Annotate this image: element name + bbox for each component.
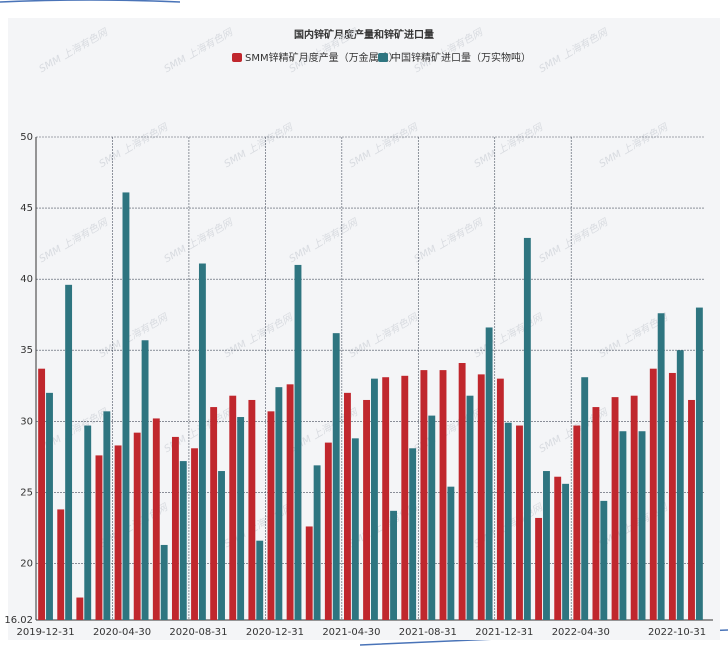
bar bbox=[198, 263, 206, 620]
bar bbox=[114, 445, 122, 620]
x-tick-label: 2022-04-30 bbox=[552, 627, 610, 638]
bar bbox=[573, 425, 581, 620]
bar bbox=[84, 425, 92, 620]
bar bbox=[630, 395, 638, 620]
bar bbox=[171, 436, 179, 620]
bar bbox=[210, 407, 218, 620]
bar bbox=[485, 327, 493, 620]
bar bbox=[363, 399, 370, 620]
bar bbox=[256, 540, 264, 620]
bar bbox=[237, 417, 245, 620]
bar bbox=[179, 461, 187, 620]
bar bbox=[103, 411, 111, 620]
y-tick-label: 16.02 bbox=[4, 615, 33, 626]
bar bbox=[695, 307, 703, 620]
bar bbox=[57, 509, 65, 620]
bar bbox=[592, 407, 600, 620]
bar bbox=[676, 350, 684, 620]
bar bbox=[600, 500, 608, 620]
bar bbox=[688, 399, 695, 620]
bar bbox=[466, 395, 474, 620]
bar bbox=[122, 192, 130, 620]
bar bbox=[504, 422, 512, 620]
legend-label: SMM锌精矿月度产量（万金属吨） bbox=[245, 51, 399, 64]
bar bbox=[649, 368, 657, 620]
bar bbox=[420, 370, 428, 620]
bar bbox=[657, 313, 665, 620]
decor-line bbox=[0, 0, 181, 3]
bar bbox=[543, 471, 550, 620]
bar bbox=[160, 544, 168, 620]
bar bbox=[447, 486, 455, 620]
bar bbox=[371, 378, 378, 620]
bar bbox=[523, 237, 531, 620]
bar bbox=[668, 372, 676, 620]
y-tick-label: 45 bbox=[20, 203, 33, 214]
x-tick-label: 2021-08-31 bbox=[399, 627, 457, 638]
bar bbox=[38, 368, 46, 620]
bar bbox=[332, 333, 340, 620]
bar bbox=[229, 395, 237, 620]
bar bbox=[477, 374, 485, 620]
bar bbox=[133, 432, 141, 620]
bar bbox=[305, 526, 313, 620]
bar bbox=[351, 438, 359, 620]
x-tick-label: 2019-12-31 bbox=[16, 627, 74, 638]
bar bbox=[218, 471, 225, 620]
bar bbox=[95, 455, 103, 620]
bar bbox=[294, 264, 302, 620]
y-tick-label: 40 bbox=[20, 274, 33, 285]
legend-swatch bbox=[232, 53, 242, 62]
y-tick-label: 20 bbox=[20, 558, 33, 569]
y-tick-label: 50 bbox=[20, 132, 33, 143]
bar bbox=[324, 442, 332, 620]
bar bbox=[581, 377, 589, 620]
bar bbox=[382, 377, 390, 620]
bar bbox=[267, 411, 275, 620]
bar bbox=[286, 384, 294, 620]
bar bbox=[516, 425, 523, 620]
bar bbox=[390, 510, 397, 620]
x-tick-label: 2021-04-30 bbox=[322, 627, 380, 638]
bar bbox=[65, 284, 73, 620]
bar bbox=[638, 431, 646, 620]
bar bbox=[401, 375, 409, 620]
legend-swatch bbox=[378, 53, 388, 62]
bar bbox=[458, 363, 466, 620]
y-tick-label: 35 bbox=[20, 345, 33, 356]
bar bbox=[554, 476, 562, 620]
bar bbox=[562, 483, 570, 620]
bar bbox=[611, 397, 619, 620]
bar bbox=[496, 378, 504, 620]
legend-label: 中国锌精矿进口量（万实物吨） bbox=[391, 51, 531, 64]
bar bbox=[275, 387, 283, 620]
bar bbox=[191, 448, 198, 620]
bar bbox=[409, 448, 417, 620]
x-tick-label: 2020-12-31 bbox=[246, 627, 304, 638]
bar bbox=[439, 370, 447, 620]
x-tick-label: 2022-10-31 bbox=[648, 627, 706, 638]
bar bbox=[428, 415, 436, 620]
x-tick-label: 2020-08-31 bbox=[169, 627, 227, 638]
bar bbox=[76, 597, 84, 620]
bar bbox=[46, 392, 53, 620]
bar bbox=[313, 465, 321, 620]
y-tick-label: 30 bbox=[20, 416, 33, 427]
x-tick-label: 2020-04-30 bbox=[93, 627, 151, 638]
bar bbox=[152, 418, 160, 620]
x-tick-label: 2021-12-31 bbox=[475, 627, 533, 638]
bar bbox=[619, 431, 627, 620]
bar bbox=[535, 517, 543, 620]
chart-title: 国内锌矿月度产量和锌矿进口量 bbox=[294, 28, 434, 41]
bar bbox=[344, 392, 351, 620]
y-tick-label: 25 bbox=[20, 487, 33, 498]
bar bbox=[141, 340, 149, 620]
bar bbox=[248, 399, 256, 620]
